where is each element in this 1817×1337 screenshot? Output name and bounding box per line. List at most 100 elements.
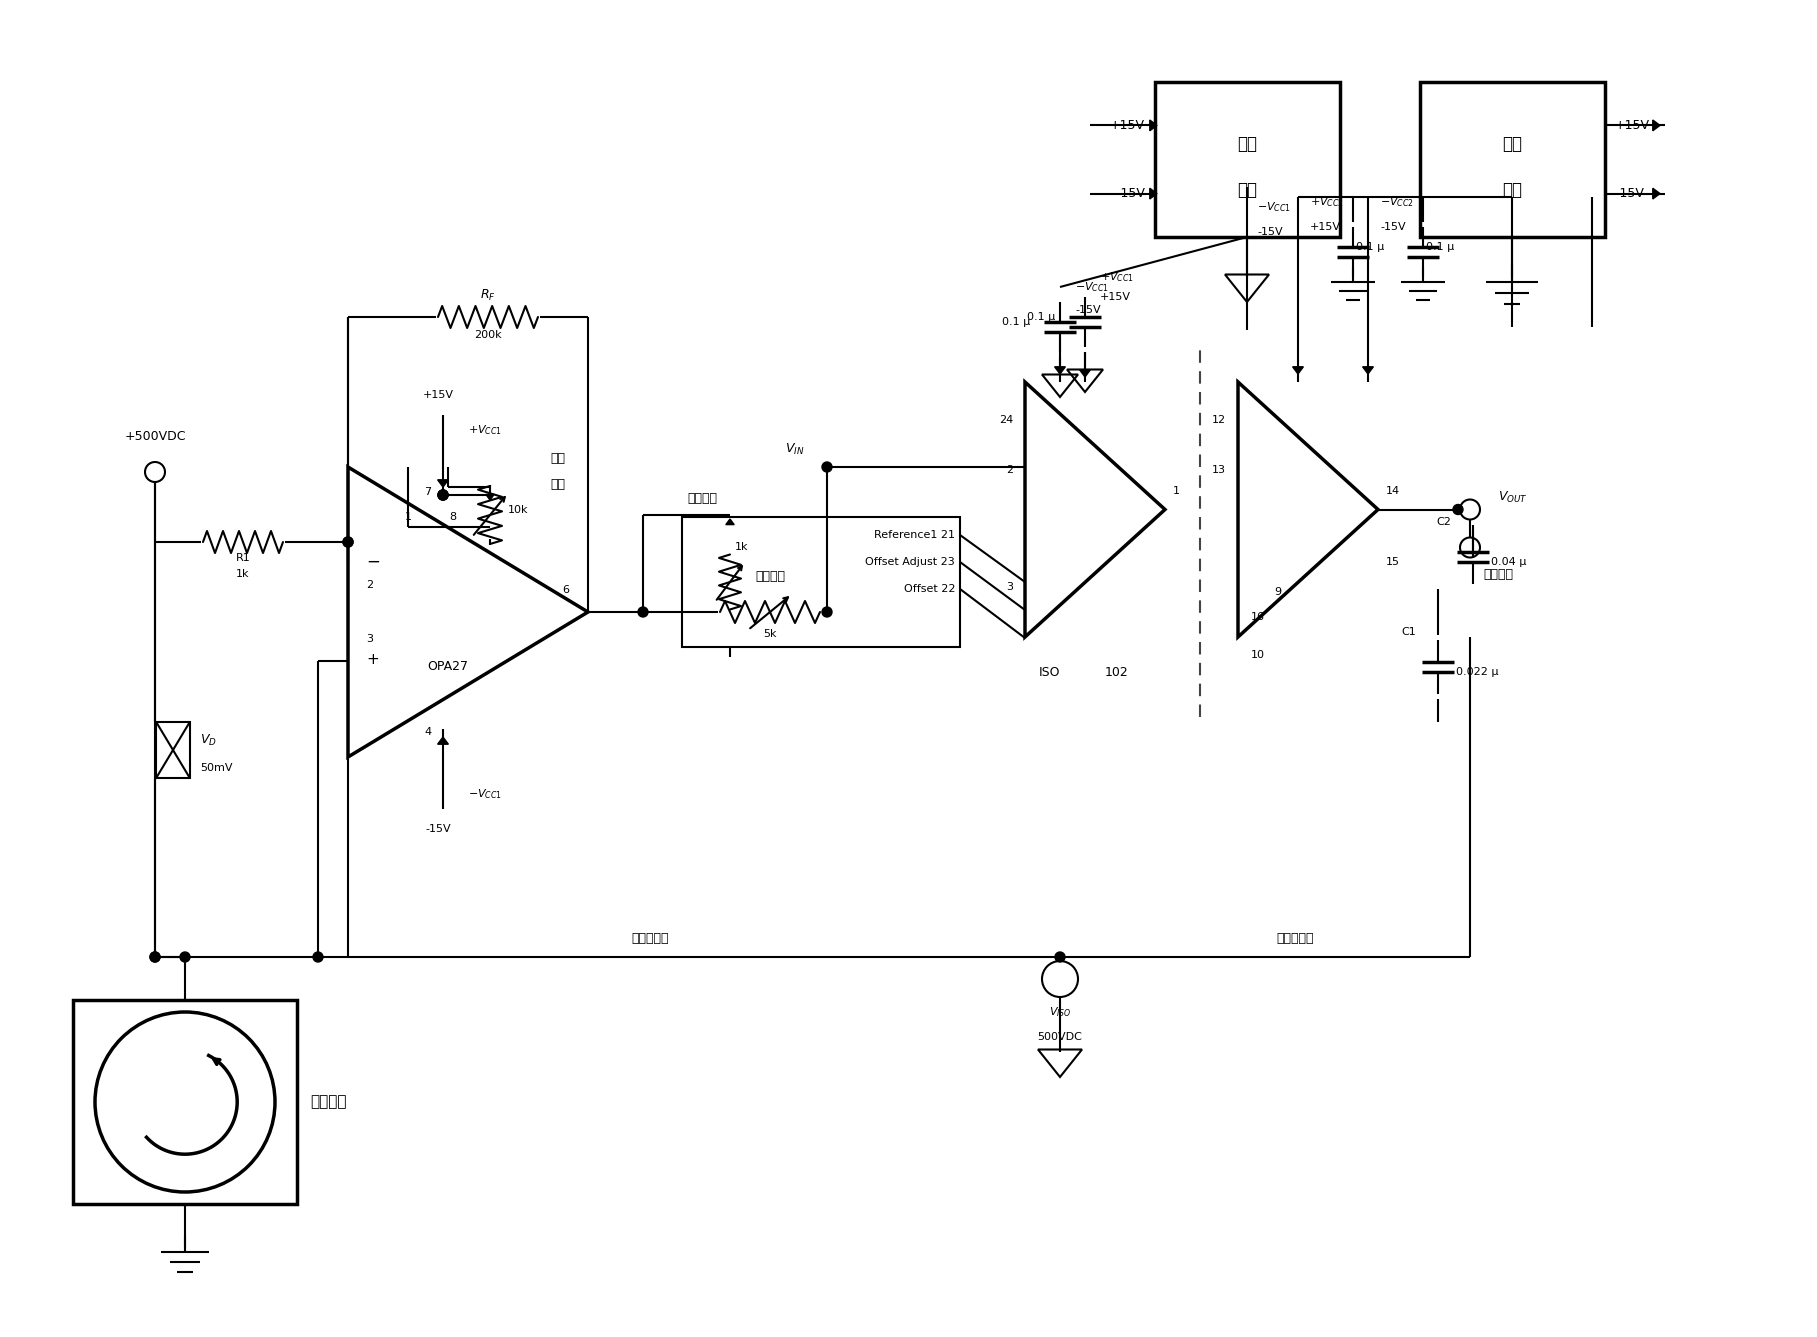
Text: $+V_{CC2}$: $+V_{CC2}$	[1310, 195, 1345, 209]
Text: $-V_{CC1}$: $-V_{CC1}$	[469, 787, 501, 801]
Text: 6: 6	[563, 586, 569, 595]
Bar	[1156, 82, 1339, 237]
Text: 15: 15	[1386, 558, 1401, 567]
Text: 8: 8	[449, 512, 456, 521]
Polygon shape	[438, 480, 449, 487]
Text: -15V: -15V	[1615, 187, 1644, 201]
Bar	[156, 722, 189, 778]
Text: Offset Adjust 23: Offset Adjust 23	[865, 558, 956, 567]
Text: -15V: -15V	[1379, 222, 1406, 233]
Text: 5k: 5k	[763, 628, 776, 639]
Text: 1: 1	[1174, 487, 1179, 496]
Polygon shape	[485, 495, 494, 500]
Circle shape	[1454, 504, 1463, 515]
Circle shape	[821, 463, 832, 472]
Text: ISO: ISO	[1039, 666, 1059, 678]
Text: $-V_{CC1}$: $-V_{CC1}$	[1076, 279, 1108, 294]
Text: 50mV: 50mV	[200, 763, 233, 773]
Text: $-V_{CC1}$: $-V_{CC1}$	[1257, 201, 1292, 214]
Polygon shape	[1150, 120, 1157, 131]
Text: +15V: +15V	[1099, 291, 1130, 302]
Text: 失调调节: 失调调节	[687, 492, 718, 505]
Text: $+V_{CC1}$: $+V_{CC1}$	[1099, 270, 1134, 283]
Text: 0.022 μ: 0.022 μ	[1455, 667, 1499, 677]
Text: 13: 13	[1212, 465, 1226, 475]
Polygon shape	[1292, 366, 1303, 374]
Text: +500VDC: +500VDC	[124, 431, 185, 444]
Text: 500VDC: 500VDC	[1038, 1032, 1083, 1042]
Text: -15V: -15V	[1076, 305, 1101, 316]
Text: 0.1 μ: 0.1 μ	[1001, 317, 1030, 328]
Text: -15V: -15V	[1257, 227, 1283, 237]
Text: $V_{IN}$: $V_{IN}$	[785, 441, 803, 456]
Polygon shape	[1054, 366, 1065, 374]
Polygon shape	[725, 519, 734, 524]
Circle shape	[438, 489, 449, 500]
Text: 1k: 1k	[736, 541, 749, 552]
Text: 7: 7	[425, 487, 432, 497]
Polygon shape	[1079, 370, 1090, 377]
Circle shape	[438, 489, 449, 500]
Text: C2: C2	[1435, 517, 1452, 527]
Text: 0.1 μ: 0.1 μ	[1027, 312, 1056, 322]
Polygon shape	[1653, 189, 1661, 199]
Text: $-$: $-$	[365, 552, 380, 570]
Text: 输出: 输出	[1503, 135, 1523, 152]
Bar	[73, 1000, 296, 1205]
Text: $+$: $+$	[367, 652, 380, 667]
Text: 4: 4	[425, 727, 432, 737]
Text: $R_F$: $R_F$	[480, 287, 496, 302]
Text: 10k: 10k	[509, 505, 529, 515]
Circle shape	[313, 952, 323, 963]
Text: Reference1 21: Reference1 21	[874, 529, 956, 540]
Text: 2: 2	[367, 580, 374, 590]
Text: 10: 10	[1250, 650, 1265, 660]
Circle shape	[343, 537, 352, 547]
Text: 12: 12	[1212, 414, 1226, 425]
Text: $-V_{CC2}$: $-V_{CC2}$	[1379, 195, 1414, 209]
Text: Offset 22: Offset 22	[903, 584, 956, 594]
Text: 0.04 μ: 0.04 μ	[1492, 558, 1526, 567]
Polygon shape	[1150, 189, 1157, 199]
Text: 0.1 μ: 0.1 μ	[1426, 242, 1454, 251]
Text: 3: 3	[367, 634, 374, 644]
Circle shape	[1056, 952, 1065, 963]
Text: 输入: 输入	[1237, 135, 1257, 152]
Text: 增益调节: 增益调节	[756, 571, 785, 583]
Text: 带宽控制: 带宽控制	[1483, 568, 1514, 582]
Text: +15V: +15V	[423, 390, 454, 400]
Polygon shape	[1653, 120, 1661, 131]
Polygon shape	[1363, 366, 1374, 374]
Circle shape	[151, 952, 160, 963]
Text: $V_{OUT}$: $V_{OUT}$	[1497, 489, 1528, 505]
Text: 输出公共端: 输出公共端	[1276, 932, 1314, 945]
Text: OPA27: OPA27	[427, 660, 469, 674]
Text: 失调: 失调	[551, 452, 565, 465]
Text: $V_{ISO}$: $V_{ISO}$	[1048, 1005, 1072, 1019]
Text: 24: 24	[999, 414, 1014, 425]
Polygon shape	[438, 737, 449, 745]
Circle shape	[638, 607, 649, 616]
Text: -15V: -15V	[425, 824, 451, 834]
Text: 200k: 200k	[474, 330, 501, 340]
Text: 102: 102	[1105, 666, 1128, 678]
Circle shape	[438, 489, 449, 500]
Text: 9: 9	[1274, 587, 1281, 598]
Text: 1: 1	[405, 512, 411, 521]
Text: $V_D$: $V_D$	[200, 733, 216, 747]
Text: R1: R1	[236, 554, 251, 563]
Text: 电源: 电源	[1503, 182, 1523, 199]
Text: 电源: 电源	[1237, 182, 1257, 199]
Circle shape	[821, 607, 832, 616]
Text: +15V: +15V	[1615, 119, 1650, 132]
Text: 1k: 1k	[236, 570, 249, 579]
Text: $+V_{CC1}$: $+V_{CC1}$	[469, 422, 501, 437]
Text: 14: 14	[1386, 487, 1401, 496]
Bar	[1421, 82, 1604, 237]
Circle shape	[343, 537, 352, 547]
Text: 直流电机: 直流电机	[311, 1095, 347, 1110]
Text: 0.1 μ: 0.1 μ	[1355, 242, 1385, 251]
Text: -15V: -15V	[1116, 187, 1145, 201]
Text: 16: 16	[1250, 612, 1265, 622]
Text: 调节: 调节	[551, 479, 565, 492]
